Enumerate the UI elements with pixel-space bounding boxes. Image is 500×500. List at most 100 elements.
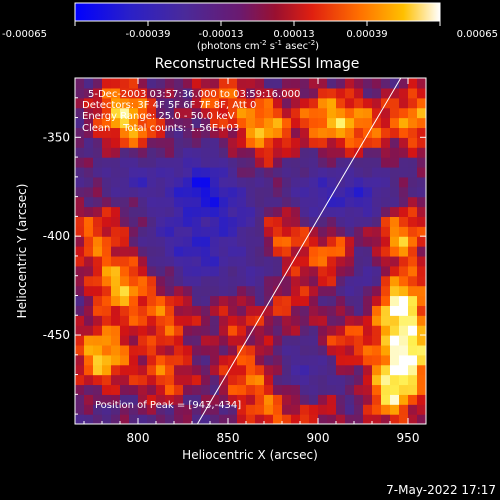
heatmap-cell xyxy=(237,246,247,257)
heatmap-cell xyxy=(255,335,265,346)
heatmap-cell xyxy=(399,236,409,247)
heatmap-cell xyxy=(336,78,346,89)
heatmap-cell xyxy=(345,374,355,386)
heatmap-cell xyxy=(345,364,355,376)
heatmap-cell xyxy=(354,335,364,346)
heatmap-cell xyxy=(210,206,220,217)
heatmap-cell xyxy=(75,206,85,217)
heatmap-cell xyxy=(84,295,94,306)
heatmap-cell xyxy=(318,216,328,227)
heatmap-cell xyxy=(120,325,130,336)
heatmap-cell xyxy=(372,295,382,306)
heatmap-cell xyxy=(390,107,400,119)
heatmap-cell xyxy=(282,127,292,138)
heatmap-cell xyxy=(183,394,193,405)
colorbar: -0.00065 -0.00039 -0.00013 0.00013 0.00039 0.… xyxy=(2,2,498,52)
heatmap-cell xyxy=(93,206,103,217)
heatmap-cell xyxy=(336,265,346,277)
heatmap-cell xyxy=(138,265,148,277)
heatmap-cell xyxy=(390,226,400,237)
heatmap-cell xyxy=(399,305,409,316)
heatmap-cell xyxy=(156,186,166,198)
heatmap-cell xyxy=(363,206,373,217)
heatmap-cell xyxy=(183,275,193,287)
heatmap-cell xyxy=(84,226,94,237)
heatmap-cell xyxy=(417,414,426,424)
heatmap-cell xyxy=(84,374,94,386)
heatmap-cell xyxy=(399,107,409,119)
heatmap-cell xyxy=(174,137,184,148)
heatmap-cell xyxy=(291,137,301,148)
heatmap-cell xyxy=(255,216,265,227)
heatmap-cell xyxy=(345,176,355,188)
heatmap-cell xyxy=(417,315,426,326)
heatmap-cell xyxy=(354,275,364,287)
heatmap-cell xyxy=(408,78,418,89)
heatmap-cell xyxy=(390,127,400,138)
heatmap-cell xyxy=(210,344,220,356)
heatmap-cell xyxy=(273,285,283,297)
heatmap-cell xyxy=(345,216,355,227)
heatmap-cell xyxy=(264,404,274,415)
heatmap-cell xyxy=(165,255,175,267)
heatmap-cell xyxy=(138,137,148,148)
heatmap-cell xyxy=(309,364,319,376)
heatmap-cell xyxy=(255,137,265,148)
heatmap-cell xyxy=(354,414,364,424)
heatmap-cell xyxy=(219,384,229,395)
annotation-block: 5-Dec-2003 03:57:36.000 to 03:59:16.000 … xyxy=(82,89,300,134)
heatmap-cell xyxy=(174,196,184,208)
heatmap-cell xyxy=(156,364,166,376)
heatmap-cell xyxy=(111,127,121,138)
heatmap-cell xyxy=(237,166,247,178)
heatmap-cell xyxy=(228,166,238,178)
heatmap-cell xyxy=(354,285,364,297)
heatmap-cell xyxy=(309,166,319,178)
colorbar-unit-label: (photons cm-2 s-1 asec-2) xyxy=(197,39,319,52)
heatmap-cell xyxy=(84,325,94,336)
heatmap-cell xyxy=(381,414,391,424)
heatmap-cell xyxy=(327,206,337,217)
heatmap-cell xyxy=(102,107,112,119)
heatmap-cell xyxy=(390,196,400,208)
heatmap-cell xyxy=(111,414,121,424)
heatmap-cell xyxy=(111,364,121,376)
heatmap-cell xyxy=(345,305,355,316)
heatmap-cell xyxy=(372,117,382,129)
heatmap-cell xyxy=(327,147,337,158)
heatmap-cell xyxy=(75,147,85,158)
heatmap-cell xyxy=(138,285,148,297)
colorbar-gradient xyxy=(74,2,441,22)
heatmap-cell xyxy=(102,295,112,306)
heatmap-cell xyxy=(75,285,85,297)
heatmap-cell xyxy=(354,78,364,89)
heatmap-cell xyxy=(327,226,337,237)
heatmap-cell xyxy=(165,275,175,287)
heatmap-cell xyxy=(75,414,85,424)
heatmap-cell xyxy=(102,176,112,188)
heatmap-cell xyxy=(354,176,364,188)
heatmap-cell xyxy=(111,226,121,237)
heatmap-cell xyxy=(381,127,391,138)
heatmap-cell xyxy=(318,176,328,188)
heatmap-cell xyxy=(255,305,265,316)
heatmap-cell xyxy=(318,325,328,336)
heatmap-cell xyxy=(210,414,220,424)
heatmap-cell xyxy=(246,394,256,405)
heatmap-cell xyxy=(201,414,211,424)
heatmap-cell xyxy=(210,157,220,168)
heatmap-cell xyxy=(255,186,265,198)
heatmap-cell xyxy=(165,196,175,208)
heatmap-cell xyxy=(264,315,274,326)
heatmap-cell xyxy=(210,285,220,297)
heatmap-cell xyxy=(147,186,157,198)
heatmap-cell xyxy=(354,137,364,148)
heatmap-cell xyxy=(84,166,94,178)
heatmap-cell xyxy=(111,394,121,405)
heatmap-cell xyxy=(354,186,364,198)
heatmap-cell xyxy=(237,78,247,89)
heatmap-cell xyxy=(372,364,382,376)
heatmap-cell xyxy=(102,97,112,109)
heatmap-cell xyxy=(399,137,409,148)
heatmap-cell xyxy=(102,344,112,356)
